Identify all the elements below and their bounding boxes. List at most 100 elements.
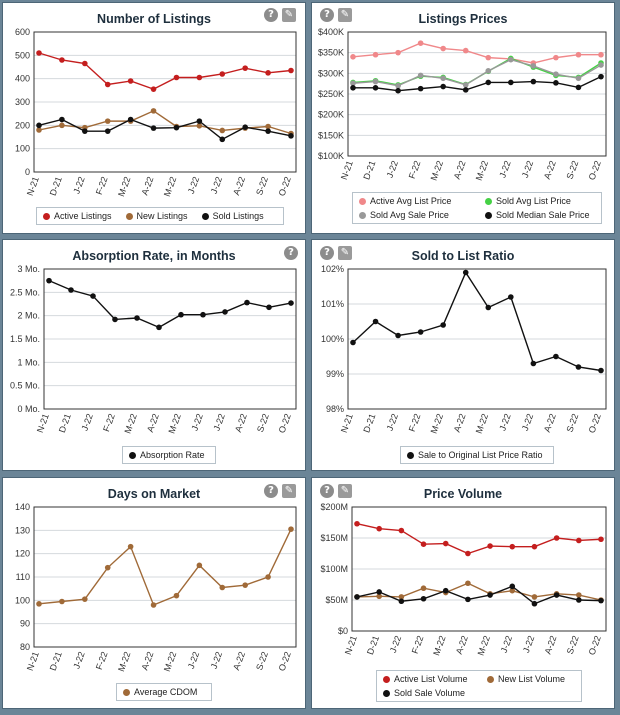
legend-item-active-avg-list-price[interactable]: Active Avg List Price <box>359 196 471 206</box>
legend-dom: Average CDOM <box>116 683 212 701</box>
panel-absorption <box>2 239 306 471</box>
data-point-active-list-volume <box>531 543 538 550</box>
data-point-absorption-rate <box>46 277 52 284</box>
wrench-icon[interactable]: ✎ <box>282 484 296 498</box>
legend-prices: Active Avg List Price Sold Avg List Pric… <box>352 192 602 224</box>
data-point-sold-sale-volume <box>442 587 449 594</box>
y-tick-label: $200K <box>318 110 344 120</box>
data-point-sold-avg-sale-price <box>395 82 401 89</box>
data-point-active-list-volume <box>398 527 405 534</box>
x-tick-label: D-21 <box>361 412 377 434</box>
legend-item-sale-to-list-ratio[interactable]: Sale to Original List Price Ratio <box>407 450 543 460</box>
x-tick-label: O-22 <box>277 412 293 434</box>
data-point-sold-listings <box>242 124 248 130</box>
data-point-active-list-volume <box>465 550 471 557</box>
data-point-sale-to-original-list-price-ratio <box>598 367 604 374</box>
y-tick-label: 1.5 Mo. <box>10 334 40 344</box>
x-tick-label: J-22 <box>71 175 86 195</box>
x-tick-label: O-22 <box>587 159 603 181</box>
data-point-active-avg-list-price <box>575 51 582 58</box>
x-tick-label: N-21 <box>343 634 359 656</box>
data-point-average-cdom <box>265 574 271 580</box>
x-tick-label: F-22 <box>407 412 423 433</box>
chart-title-dom: Days on Market <box>107 487 201 501</box>
data-point-sold-listings <box>36 122 42 129</box>
y-tick-label: 80 <box>20 642 30 652</box>
legend-item-new-list-volume[interactable]: New List Volume <box>487 674 565 684</box>
chart-title-prices: Listings Prices <box>418 12 508 26</box>
x-tick-label: A-22 <box>542 159 558 180</box>
y-tick-label: 120 <box>15 549 30 559</box>
data-point-average-cdom <box>104 564 111 571</box>
info-icon[interactable]: ? <box>320 246 334 260</box>
data-point-sold-avg-sale-price <box>575 75 582 82</box>
y-tick-label: 600 <box>15 27 30 37</box>
plot-frame <box>33 506 297 648</box>
x-tick-label: A-22 <box>452 159 468 180</box>
data-point-sold-sale-volume <box>465 596 471 603</box>
legend-item-new-listings[interactable]: New Listings <box>125 211 188 221</box>
x-tick-label: J-22 <box>189 412 204 432</box>
wrench-icon[interactable]: ✎ <box>282 8 296 22</box>
y-tick-label: 99% <box>326 369 344 379</box>
legend-item-average-cdom[interactable]: Average CDOM <box>123 687 197 697</box>
x-tick-label: J-22 <box>79 412 94 432</box>
data-point-active-list-volume <box>487 543 493 549</box>
legend-item-active-listings[interactable]: Active Listings <box>43 211 112 221</box>
plot-frame <box>351 506 607 632</box>
data-point-active-avg-list-price <box>598 51 604 58</box>
wrench-icon[interactable]: ✎ <box>338 484 352 498</box>
data-point-new-list-volume <box>398 594 405 600</box>
data-point-sold-sale-volume <box>487 592 493 598</box>
data-point-sold-avg-sale-price <box>372 78 379 85</box>
legend-item-sold-avg-sale-price[interactable]: Sold Avg Sale Price <box>359 210 471 220</box>
data-point-sold-listings <box>196 118 203 124</box>
x-tick-label: J-22 <box>211 412 226 432</box>
info-icon[interactable]: ? <box>264 484 278 498</box>
info-icon[interactable]: ? <box>320 8 334 22</box>
data-point-active-listings <box>127 78 134 84</box>
legend-item-absorption-rate[interactable]: Absorption Rate <box>129 450 205 460</box>
data-point-active-list-volume <box>598 536 604 543</box>
data-point-sold-median-sale-price <box>575 84 582 91</box>
chart-title-listings: Number of Listings <box>97 12 211 26</box>
info-icon[interactable]: ? <box>264 8 278 22</box>
info-icon[interactable]: ? <box>320 484 334 498</box>
data-point-absorption-rate <box>134 315 140 321</box>
data-point-sale-to-original-list-price-ratio <box>395 332 401 339</box>
legend-item-sold-sale-volume[interactable]: Sold Sale Volume <box>383 688 465 698</box>
legend-item-active-list-volume[interactable]: Active List Volume <box>383 674 473 684</box>
info-icon[interactable]: ? <box>284 246 298 260</box>
data-point-sold-sale-volume <box>553 592 560 598</box>
data-point-average-cdom <box>127 543 134 550</box>
chart-title-ratio: Sold to List Ratio <box>411 249 515 263</box>
data-point-new-list-volume <box>531 594 538 600</box>
x-tick-label: A-22 <box>140 650 156 671</box>
legend-item-sold-avg-list-price[interactable]: Sold Avg List Price <box>485 196 571 206</box>
data-point-sale-to-original-list-price-ratio <box>372 318 379 325</box>
y-tick-label: 0 Mo. <box>17 404 40 414</box>
data-point-absorption-rate <box>244 299 250 306</box>
x-tick-label: F-22 <box>101 412 117 433</box>
data-point-sold-sale-volume <box>354 594 360 600</box>
wrench-icon[interactable]: ✎ <box>338 8 352 22</box>
series-line-active-avg-list-price <box>352 42 601 64</box>
x-tick-label: N-21 <box>35 412 51 434</box>
data-point-absorption-rate <box>156 324 162 331</box>
y-tick-label: 1 Mo. <box>17 357 40 367</box>
x-tick-label: N-21 <box>25 650 41 672</box>
data-point-active-listings <box>219 71 226 77</box>
x-tick-label: S-22 <box>255 412 271 433</box>
data-point-sold-sale-volume <box>531 600 538 607</box>
data-point-new-list-volume <box>465 580 471 587</box>
legend-item-sold-median-sale-price[interactable]: Sold Median Sale Price <box>485 210 590 220</box>
legend-item-sold-listings[interactable]: Sold Listings <box>201 211 264 221</box>
x-tick-label: M-22 <box>162 175 178 198</box>
wrench-icon[interactable]: ✎ <box>338 246 352 260</box>
x-tick-label: S-22 <box>564 412 580 433</box>
plot-frame <box>347 31 607 157</box>
x-tick-label: J-22 <box>520 412 535 432</box>
y-tick-label: $200M <box>320 502 348 512</box>
y-tick-label: $250K <box>318 89 344 99</box>
data-point-absorption-rate <box>288 300 294 306</box>
